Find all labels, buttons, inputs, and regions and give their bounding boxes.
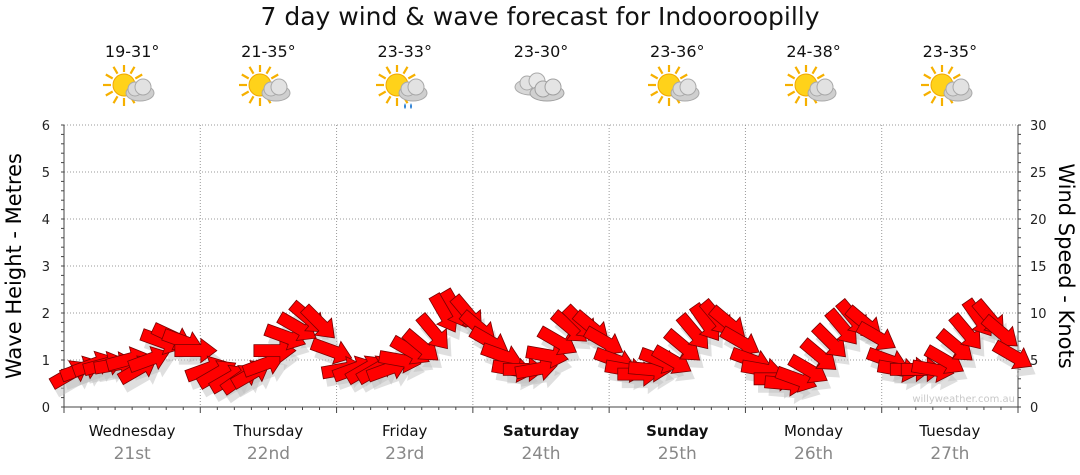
day-date-label: 26th bbox=[794, 444, 833, 464]
left-tick-label: 4 bbox=[42, 213, 50, 228]
right-tick-label: 15 bbox=[1030, 260, 1047, 275]
day-date-label: 25th bbox=[658, 444, 697, 464]
temperature-range: 21-35° bbox=[241, 42, 296, 61]
day-forecast-header: 19-31° bbox=[64, 42, 200, 117]
wind-arrow bbox=[787, 353, 828, 384]
wind-arrow bbox=[536, 325, 577, 356]
day-date-label: 27th bbox=[930, 444, 969, 464]
left-axis-title: Wave Height - Metres bbox=[2, 153, 26, 379]
temperature-range: 19-31° bbox=[104, 42, 160, 61]
day-date-label: 21st bbox=[114, 444, 151, 464]
wind-arrows bbox=[48, 287, 1033, 397]
day-date-label: 23rd bbox=[385, 444, 424, 464]
day-date-label: 24th bbox=[521, 444, 560, 464]
wind-arrow bbox=[253, 337, 297, 364]
sun-cloud-icon bbox=[746, 64, 882, 117]
temperature-range: 23-33° bbox=[377, 42, 432, 61]
right-tick-label: 20 bbox=[1030, 213, 1047, 228]
sun-cloud-icon bbox=[64, 64, 200, 117]
temperature-range: 24-38° bbox=[786, 42, 841, 61]
wind-arrow bbox=[923, 344, 965, 374]
wind-arrow bbox=[299, 303, 335, 339]
wind-arrow bbox=[991, 339, 1033, 370]
sun-cloud-icon bbox=[609, 64, 745, 117]
right-tick-label: 0 bbox=[1030, 401, 1038, 416]
right-axis-title: Wind Speed - Knots bbox=[1054, 163, 1078, 368]
wind-arrow bbox=[309, 337, 353, 365]
temperature-range: 23-30° bbox=[513, 42, 569, 61]
wind-arrow bbox=[127, 346, 170, 373]
left-tick-label: 5 bbox=[42, 166, 50, 181]
wind-arrow bbox=[948, 312, 981, 350]
wind-arrow bbox=[855, 320, 896, 351]
right-tick-label: 30 bbox=[1030, 119, 1047, 134]
temperature-range: 23-35° bbox=[922, 42, 978, 61]
day-name-label: Saturday bbox=[503, 422, 580, 440]
left-tick-label: 2 bbox=[42, 307, 50, 322]
day-name-label: Thursday bbox=[233, 422, 304, 440]
day-name-label: Wednesday bbox=[89, 422, 176, 440]
day-forecast-header: 23-33° bbox=[337, 42, 473, 117]
day-name-label: Monday bbox=[784, 422, 843, 440]
day-name-label: Tuesday bbox=[918, 422, 980, 440]
day-forecast-header: 21-35° bbox=[200, 42, 336, 117]
day-date-label: 22nd bbox=[247, 444, 290, 464]
left-tick-label: 1 bbox=[42, 354, 50, 369]
day-forecast-header: 23-30° bbox=[473, 42, 609, 117]
wind-arrow bbox=[525, 343, 569, 369]
wind-arrow bbox=[810, 322, 846, 358]
wind-arrow bbox=[514, 355, 558, 382]
right-tick-label: 5 bbox=[1030, 354, 1038, 369]
left-tick-label: 0 bbox=[42, 401, 50, 416]
right-tick-label: 25 bbox=[1030, 166, 1047, 181]
day-name-label: Sunday bbox=[646, 422, 709, 440]
right-tick-label: 10 bbox=[1030, 307, 1047, 322]
wind-arrow bbox=[415, 312, 448, 350]
day-name-label: Friday bbox=[382, 422, 428, 440]
sun-cloud-rain-icon bbox=[337, 64, 473, 117]
chart-title: 7 day wind & wave forecast for Indooroop… bbox=[260, 2, 820, 31]
sun-cloud-icon bbox=[200, 64, 336, 117]
wind-arrow bbox=[650, 344, 692, 374]
left-tick-label: 6 bbox=[42, 119, 50, 134]
sun-cloud-icon bbox=[882, 64, 1018, 117]
watermark-text: willyweather.com.au bbox=[912, 394, 1015, 405]
day-forecast-header: 23-35° bbox=[882, 42, 1018, 117]
day-forecast-header: 23-36° bbox=[609, 42, 745, 117]
left-tick-label: 3 bbox=[42, 260, 50, 275]
day-forecast-header: 24-38° bbox=[746, 42, 882, 117]
cloud-icon bbox=[473, 65, 609, 117]
temperature-range: 23-36° bbox=[650, 42, 705, 61]
